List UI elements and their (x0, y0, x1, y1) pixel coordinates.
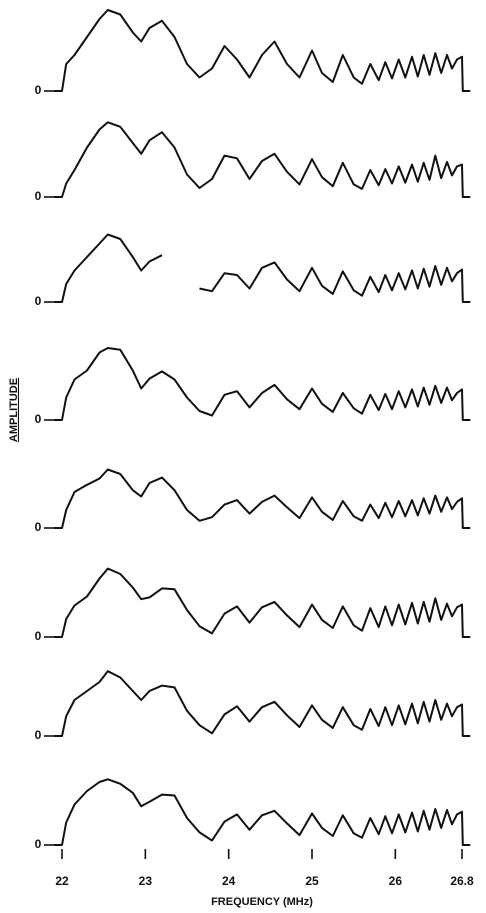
x-tick-label: 26.8 (450, 874, 474, 888)
x-tick-label: 24 (222, 874, 236, 888)
trace (53, 347, 471, 421)
y-tick-label: 0 (35, 294, 42, 308)
y-tick-label: 0 (35, 83, 42, 97)
y-tick-label: 0 (35, 412, 42, 426)
x-tick-label: 22 (55, 874, 69, 888)
y-tick-label: 0 (35, 629, 42, 643)
trace (53, 670, 471, 737)
trace (53, 778, 471, 846)
trace (53, 9, 471, 92)
y-tick-label: 0 (35, 728, 42, 742)
y-tick-label: 0 (35, 837, 42, 851)
trace (53, 233, 471, 303)
y-tick-label: 0 (35, 189, 42, 203)
trace (53, 567, 471, 638)
x-axis-label: FREQUENCY (MHz) (211, 896, 313, 908)
y-tick-label: 0 (35, 520, 42, 534)
x-tick-label: 26 (389, 874, 403, 888)
trace (53, 468, 471, 529)
trace (53, 121, 471, 198)
x-tick-label: 23 (139, 874, 153, 888)
x-tick-label: 25 (305, 874, 319, 888)
y-axis-label: AMPLITUDE (8, 378, 20, 442)
